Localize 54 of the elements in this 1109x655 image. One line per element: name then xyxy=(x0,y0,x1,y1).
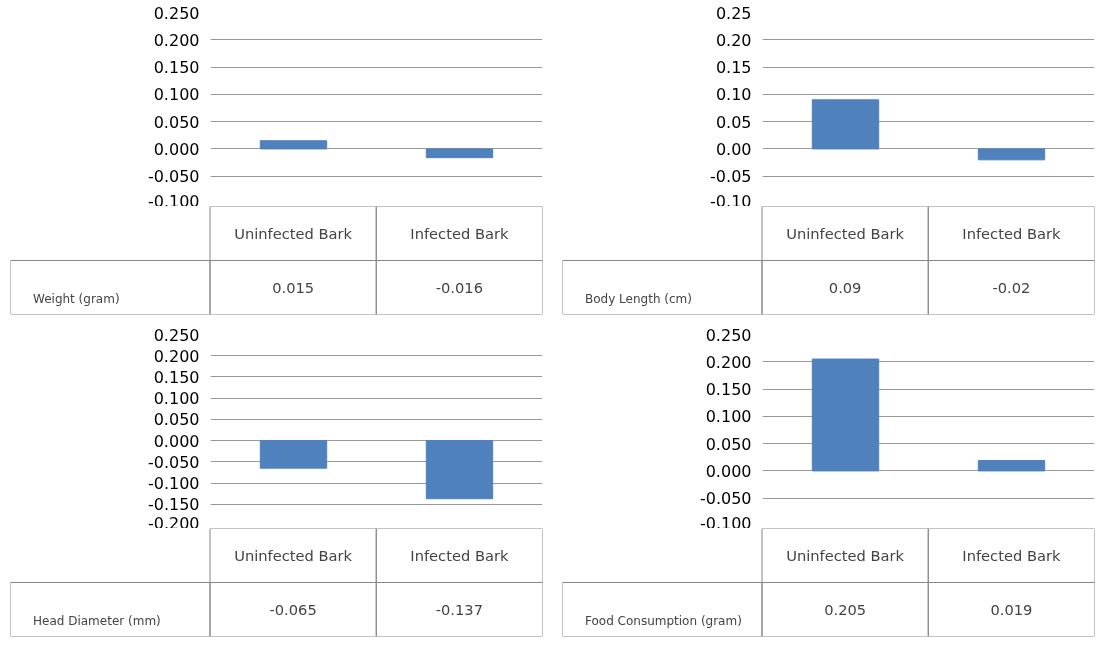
data-label: 0.015 xyxy=(272,278,315,296)
y-tick-label: -0.200 xyxy=(147,513,200,533)
text: Body Length (cm) xyxy=(585,292,692,306)
y-tick-label: -0.150 xyxy=(147,495,200,515)
y-tick-label: 0.050 xyxy=(153,112,200,132)
y-tick-label: -0.100 xyxy=(147,474,200,494)
y-tick-label: 0.150 xyxy=(153,367,200,387)
x-tick-label: Uninfected Bark xyxy=(786,547,905,564)
text: Food Consumption (gram) xyxy=(585,614,742,628)
y-tick-label: 0.100 xyxy=(153,389,200,409)
y-tick-label: 0.05 xyxy=(715,112,752,132)
x-tick-label: Infected Bark xyxy=(962,547,1061,564)
y-tick-label: 0.000 xyxy=(153,139,200,159)
y-tick-label: -0.100 xyxy=(147,191,200,211)
y-tick-label: 0.200 xyxy=(705,352,752,372)
data-label: 0.205 xyxy=(824,600,867,618)
y-tick-label: 0.150 xyxy=(705,380,752,400)
y-tick-label: 0.00 xyxy=(715,139,752,159)
y-tick-label: 0.100 xyxy=(153,85,200,105)
y-tick-label: 0.150 xyxy=(153,58,200,78)
y-tick-label: -0.050 xyxy=(699,489,752,509)
y-tick-label: -0.05 xyxy=(710,167,752,187)
y-tick-label: 0.100 xyxy=(705,407,752,427)
y-tick-label: 0.250 xyxy=(153,3,200,23)
text: Weight (gram) xyxy=(33,292,120,306)
y-tick-label: 0.15 xyxy=(715,58,752,78)
y-tick-label: 0.200 xyxy=(153,30,200,50)
y-tick-label: -0.050 xyxy=(147,167,200,187)
y-tick-label: -0.100 xyxy=(699,513,752,533)
y-tick-label: -0.050 xyxy=(147,452,200,472)
y-tick-label: 0.050 xyxy=(705,434,752,454)
y-tick-label: 0.10 xyxy=(715,85,752,105)
y-tick-label: 0.200 xyxy=(153,346,200,366)
y-tick-label: 0.20 xyxy=(715,30,752,50)
x-tick-label: Uninfected Bark xyxy=(234,547,353,564)
data-label: -0.137 xyxy=(435,600,483,618)
y-tick-label: 0.250 xyxy=(705,325,752,345)
y-tick-label: 0.050 xyxy=(153,410,200,430)
x-tick-label: Infected Bark xyxy=(410,225,509,242)
data-label: -0.016 xyxy=(435,278,483,296)
data-label: -0.065 xyxy=(269,600,317,618)
data-label: 0.019 xyxy=(990,600,1033,618)
data-label: 0.09 xyxy=(828,278,862,296)
y-tick-label: 0.000 xyxy=(153,431,200,451)
y-tick-label: 0.000 xyxy=(705,461,752,481)
y-tick-label: -0.10 xyxy=(710,191,752,211)
y-tick-label: 0.250 xyxy=(153,325,200,345)
x-tick-label: Infected Bark xyxy=(410,547,509,564)
text: Head Diameter (mm) xyxy=(33,614,161,628)
x-tick-label: Infected Bark xyxy=(962,225,1061,242)
x-tick-label: Uninfected Bark xyxy=(786,225,905,242)
data-label: -0.02 xyxy=(992,278,1031,296)
x-tick-label: Uninfected Bark xyxy=(234,225,353,242)
y-tick-label: 0.25 xyxy=(715,3,752,23)
